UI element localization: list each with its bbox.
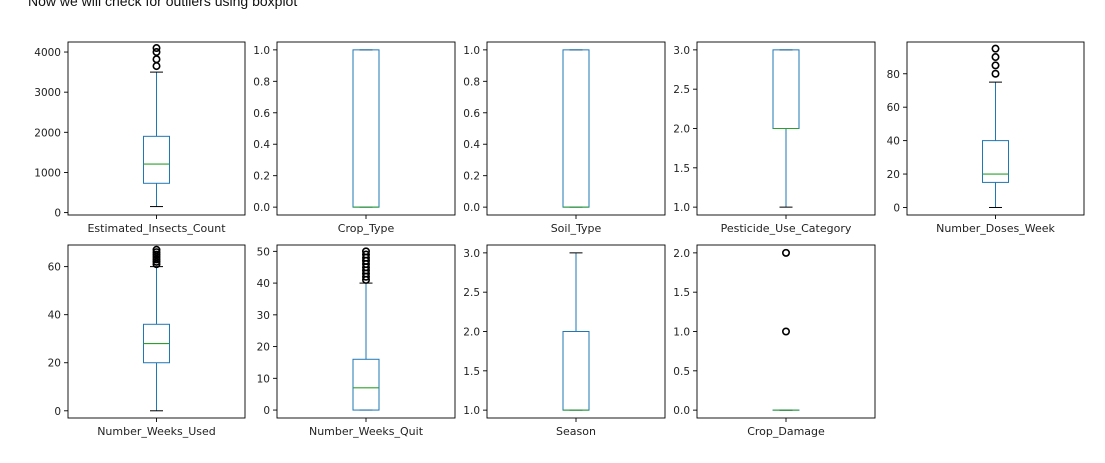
y-tick-label: 40 (887, 136, 900, 148)
y-tick-label: 1.0 (253, 45, 270, 57)
y-tick-label: 1.5 (673, 163, 690, 175)
x-tick-label: Number_Doses_Week (936, 222, 1055, 235)
y-tick-label: 3.0 (463, 248, 480, 260)
y-tick-label: 0.4 (463, 139, 480, 151)
x-tick-label: Season (556, 425, 596, 438)
iqr-box (982, 140, 1009, 183)
outlier-point (781, 327, 790, 336)
y-tick-label: 1.5 (463, 366, 480, 378)
y-tick-label: 2000 (34, 127, 61, 139)
x-tick-label: Soil_Type (551, 222, 602, 235)
y-tick-label: 0.8 (253, 76, 270, 88)
y-tick-label: 0.5 (673, 366, 690, 378)
iqr-box (143, 135, 170, 184)
y-tick-label: 3000 (34, 87, 61, 99)
y-tick-label: 2.0 (673, 248, 690, 260)
outlier-point (361, 250, 370, 259)
y-tick-label: 0.0 (673, 405, 690, 417)
y-tick-label: 2.0 (463, 327, 480, 339)
iqr-box (352, 358, 380, 411)
intro-text: Now we will check for outliers using box… (28, 0, 298, 9)
y-tick-label: 0.0 (253, 202, 270, 214)
y-tick-label: 4000 (34, 47, 61, 59)
y-tick-label: 1.0 (463, 405, 480, 417)
outlier-point (152, 248, 161, 257)
y-tick-label: 20 (887, 169, 900, 181)
outlier-point (152, 245, 161, 254)
outlier-point (152, 250, 161, 259)
outlier-point (152, 55, 161, 64)
outlier-point (152, 48, 161, 57)
y-tick-label: 40 (257, 278, 270, 290)
y-tick-label: 40 (48, 310, 61, 322)
y-tick-label: 50 (257, 246, 270, 258)
y-tick-label: 60 (48, 262, 61, 274)
outlier-point (361, 247, 370, 256)
y-tick-label: 0 (893, 202, 900, 214)
y-tick-label: 0.6 (463, 108, 480, 120)
y-tick-label: 1.0 (463, 45, 480, 57)
outlier-point (991, 61, 1000, 70)
y-tick-label: 1.0 (673, 202, 690, 214)
y-tick-label: 1.5 (673, 287, 690, 299)
x-tick-label: Crop_Type (338, 222, 395, 235)
y-tick-label: 0 (263, 405, 270, 417)
y-tick-label: 1000 (34, 167, 61, 179)
outlier-point (991, 69, 1000, 78)
x-tick-label: Pesticide_Use_Category (721, 222, 852, 235)
outlier-point (152, 260, 161, 269)
axes-frame (276, 41, 456, 216)
outlier-point (152, 253, 161, 262)
y-tick-label: 20 (48, 358, 61, 370)
y-tick-label: 1.0 (673, 327, 690, 339)
y-tick-label: 80 (887, 69, 900, 81)
y-tick-label: 10 (257, 373, 270, 385)
y-tick-label: 0.2 (463, 171, 480, 183)
outlier-point (781, 248, 790, 257)
y-tick-label: 2.5 (673, 84, 690, 96)
y-tick-label: 0.2 (253, 171, 270, 183)
axes-frame (486, 41, 666, 216)
y-tick-label: 0.8 (463, 76, 480, 88)
x-tick-label: Crop_Damage (747, 425, 825, 438)
outlier-point (152, 44, 161, 53)
y-tick-label: 20 (257, 342, 270, 354)
y-tick-label: 0.4 (253, 139, 270, 151)
y-tick-label: 0.0 (463, 202, 480, 214)
y-tick-label: 2.5 (463, 287, 480, 299)
x-tick-label: Estimated_Insects_Count (87, 222, 226, 235)
outlier-point (991, 44, 1000, 53)
outlier-point (152, 255, 161, 264)
x-tick-label: Number_Weeks_Used (97, 425, 216, 438)
axes-frame (696, 244, 876, 419)
y-tick-label: 0.6 (253, 108, 270, 120)
y-tick-label: 30 (257, 310, 270, 322)
y-tick-label: 2.0 (673, 124, 690, 136)
y-tick-label: 0 (54, 208, 61, 220)
outlier-point (991, 53, 1000, 62)
y-tick-label: 0 (54, 406, 61, 418)
outlier-point (152, 257, 161, 266)
y-tick-label: 60 (887, 102, 900, 114)
x-tick-label: Number_Weeks_Quit (309, 425, 424, 438)
y-tick-label: 3.0 (673, 45, 690, 57)
